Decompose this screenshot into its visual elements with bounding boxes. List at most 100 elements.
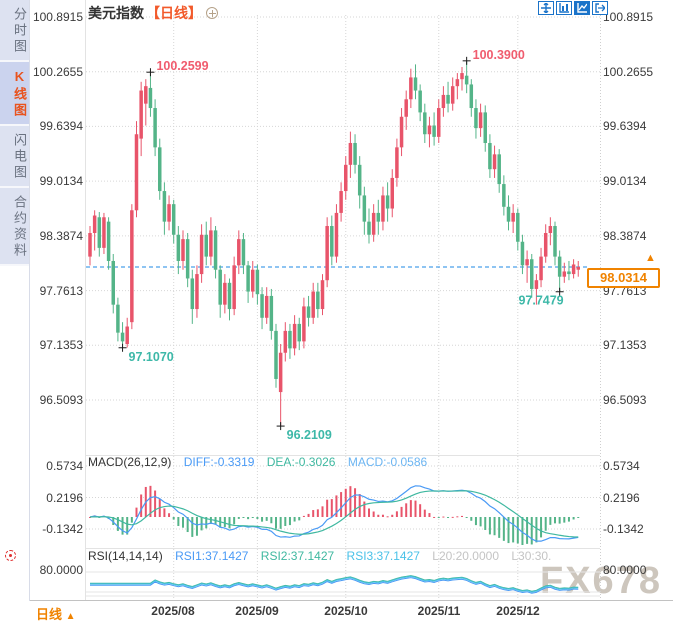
sidebar-tab-contract-info[interactable]: 合约资料 [0, 188, 29, 266]
period-tag: 【日线】 [146, 5, 202, 21]
candlesticks [88, 60, 580, 427]
macd-tick: 0.5734 [46, 459, 83, 473]
macd-axis-left: 0.5734 0.2196 -0.1342 [30, 459, 83, 536]
macd-bar [456, 516, 459, 518]
macd-bar [400, 506, 403, 517]
candle-body [237, 239, 241, 266]
macd-header: MACD(26,12,9) DIFF:-0.3319 DEA:-0.3026 M… [88, 455, 436, 469]
current-price-box: 98.0314 [587, 268, 660, 288]
candle-body [404, 99, 408, 117]
candle-body [353, 142, 357, 165]
macd-bar [205, 517, 208, 529]
rsi-l30-value: L30:30. [511, 549, 552, 563]
macd-bar [228, 517, 231, 529]
candle-body [371, 212, 376, 235]
price-axis-left: 100.8915 100.2655 99.6394 99.0134 98.387… [30, 10, 83, 407]
rsi-tick: 80.0000 [39, 563, 83, 577]
candle-body [232, 265, 236, 310]
macd-bar [363, 501, 366, 517]
candle-body [325, 226, 329, 281]
candle-body [292, 323, 297, 349]
price-annotations: 100.2599 100.3900 97.1070 96.2109 97.7479 [118, 48, 564, 442]
chevron-up-icon: ▲ [65, 611, 76, 622]
candle-body [502, 184, 506, 207]
candle-body [455, 79, 460, 87]
candle-body [246, 265, 250, 292]
trend-view-icon[interactable] [574, 1, 590, 15]
price-annotation: 97.1070 [129, 350, 174, 364]
candle-body [302, 306, 306, 342]
macd-bar-value: MACD:-0.0586 [347, 455, 428, 469]
macd-bar [251, 517, 254, 518]
candle-body [385, 195, 390, 209]
price-tick: 99.6394 [39, 119, 83, 134]
rsi3-value: RSI3:37.1427 [346, 549, 420, 563]
price-up-marker-icon: ▲ [645, 252, 656, 264]
period-selector-button[interactable]: 日线 ▲ [36, 604, 76, 623]
macd-bar [442, 516, 445, 518]
macd-bar [135, 507, 138, 517]
candle-body [534, 280, 539, 289]
symbol-name: 美元指数 [88, 5, 144, 21]
macd-bar [112, 517, 115, 526]
price-tick: 100.8915 [32, 10, 83, 24]
exit-view-icon[interactable] [592, 1, 608, 15]
candle-body [441, 94, 446, 109]
kline-view-icon[interactable] [556, 1, 572, 15]
macd-bar [512, 517, 515, 543]
macd-bar [275, 517, 277, 529]
candle-body [162, 191, 167, 222]
macd-bar [312, 510, 315, 517]
macd-bar [451, 516, 454, 518]
sidebar-tab-kline-chart[interactable]: K线图 [0, 62, 29, 126]
indicator-settings-icon[interactable] [206, 7, 218, 19]
macd-bar [479, 517, 482, 527]
candle-body [395, 147, 399, 178]
x-axis-label: 2025/10 [324, 604, 368, 618]
macd-bar [530, 517, 533, 545]
candle-body [464, 75, 469, 85]
sidebar-tab-lightning-chart[interactable]: 闪电图 [0, 126, 29, 188]
macd-bar [349, 486, 352, 517]
candle-body [376, 212, 381, 222]
candle-body [344, 164, 348, 192]
candle-body [432, 125, 436, 137]
chart-title: 美元指数 【日线】 [88, 3, 218, 23]
macd-bar [256, 517, 259, 519]
price-tick: 99.0134 [39, 174, 83, 189]
macd-tick: 0.5734 [603, 459, 640, 473]
candle-body [88, 233, 92, 257]
price-tick: 98.3874 [603, 228, 647, 243]
sidebar-tab-time-chart[interactable]: 分时图 [0, 0, 29, 62]
macd-bar [554, 517, 556, 524]
macd-bar [265, 517, 268, 521]
candle-body [427, 125, 432, 135]
candle-body [367, 221, 371, 235]
candle-body [260, 294, 264, 318]
candle-body [469, 84, 474, 109]
price-tick: 96.5093 [39, 392, 83, 407]
price-tick: 100.2655 [32, 64, 83, 79]
rsi3-line [90, 575, 579, 593]
macd-bar [330, 499, 333, 517]
candle-body [548, 226, 553, 234]
macd-bar [326, 499, 329, 517]
macd-bar [535, 517, 538, 543]
candle-body [97, 217, 102, 248]
candle-body [492, 154, 497, 170]
candle-body [525, 259, 529, 266]
candle-body [139, 90, 143, 139]
macd-bar [126, 517, 129, 535]
pan-crosshair-icon[interactable] [538, 1, 554, 15]
candle-body [488, 142, 492, 170]
candle-body [460, 73, 464, 80]
price-tick: 100.8915 [603, 10, 654, 24]
macd-bar [516, 517, 519, 544]
price-axis-right: 100.8915 100.2655 99.6394 99.0134 98.387… [603, 10, 671, 407]
sidebar-tab-list: 分时图 K线图 闪电图 合约资料 [0, 0, 29, 266]
macd-bar [386, 516, 389, 518]
macd-bar [172, 517, 175, 520]
macd-bar [470, 517, 473, 521]
macd-bar [488, 517, 491, 535]
